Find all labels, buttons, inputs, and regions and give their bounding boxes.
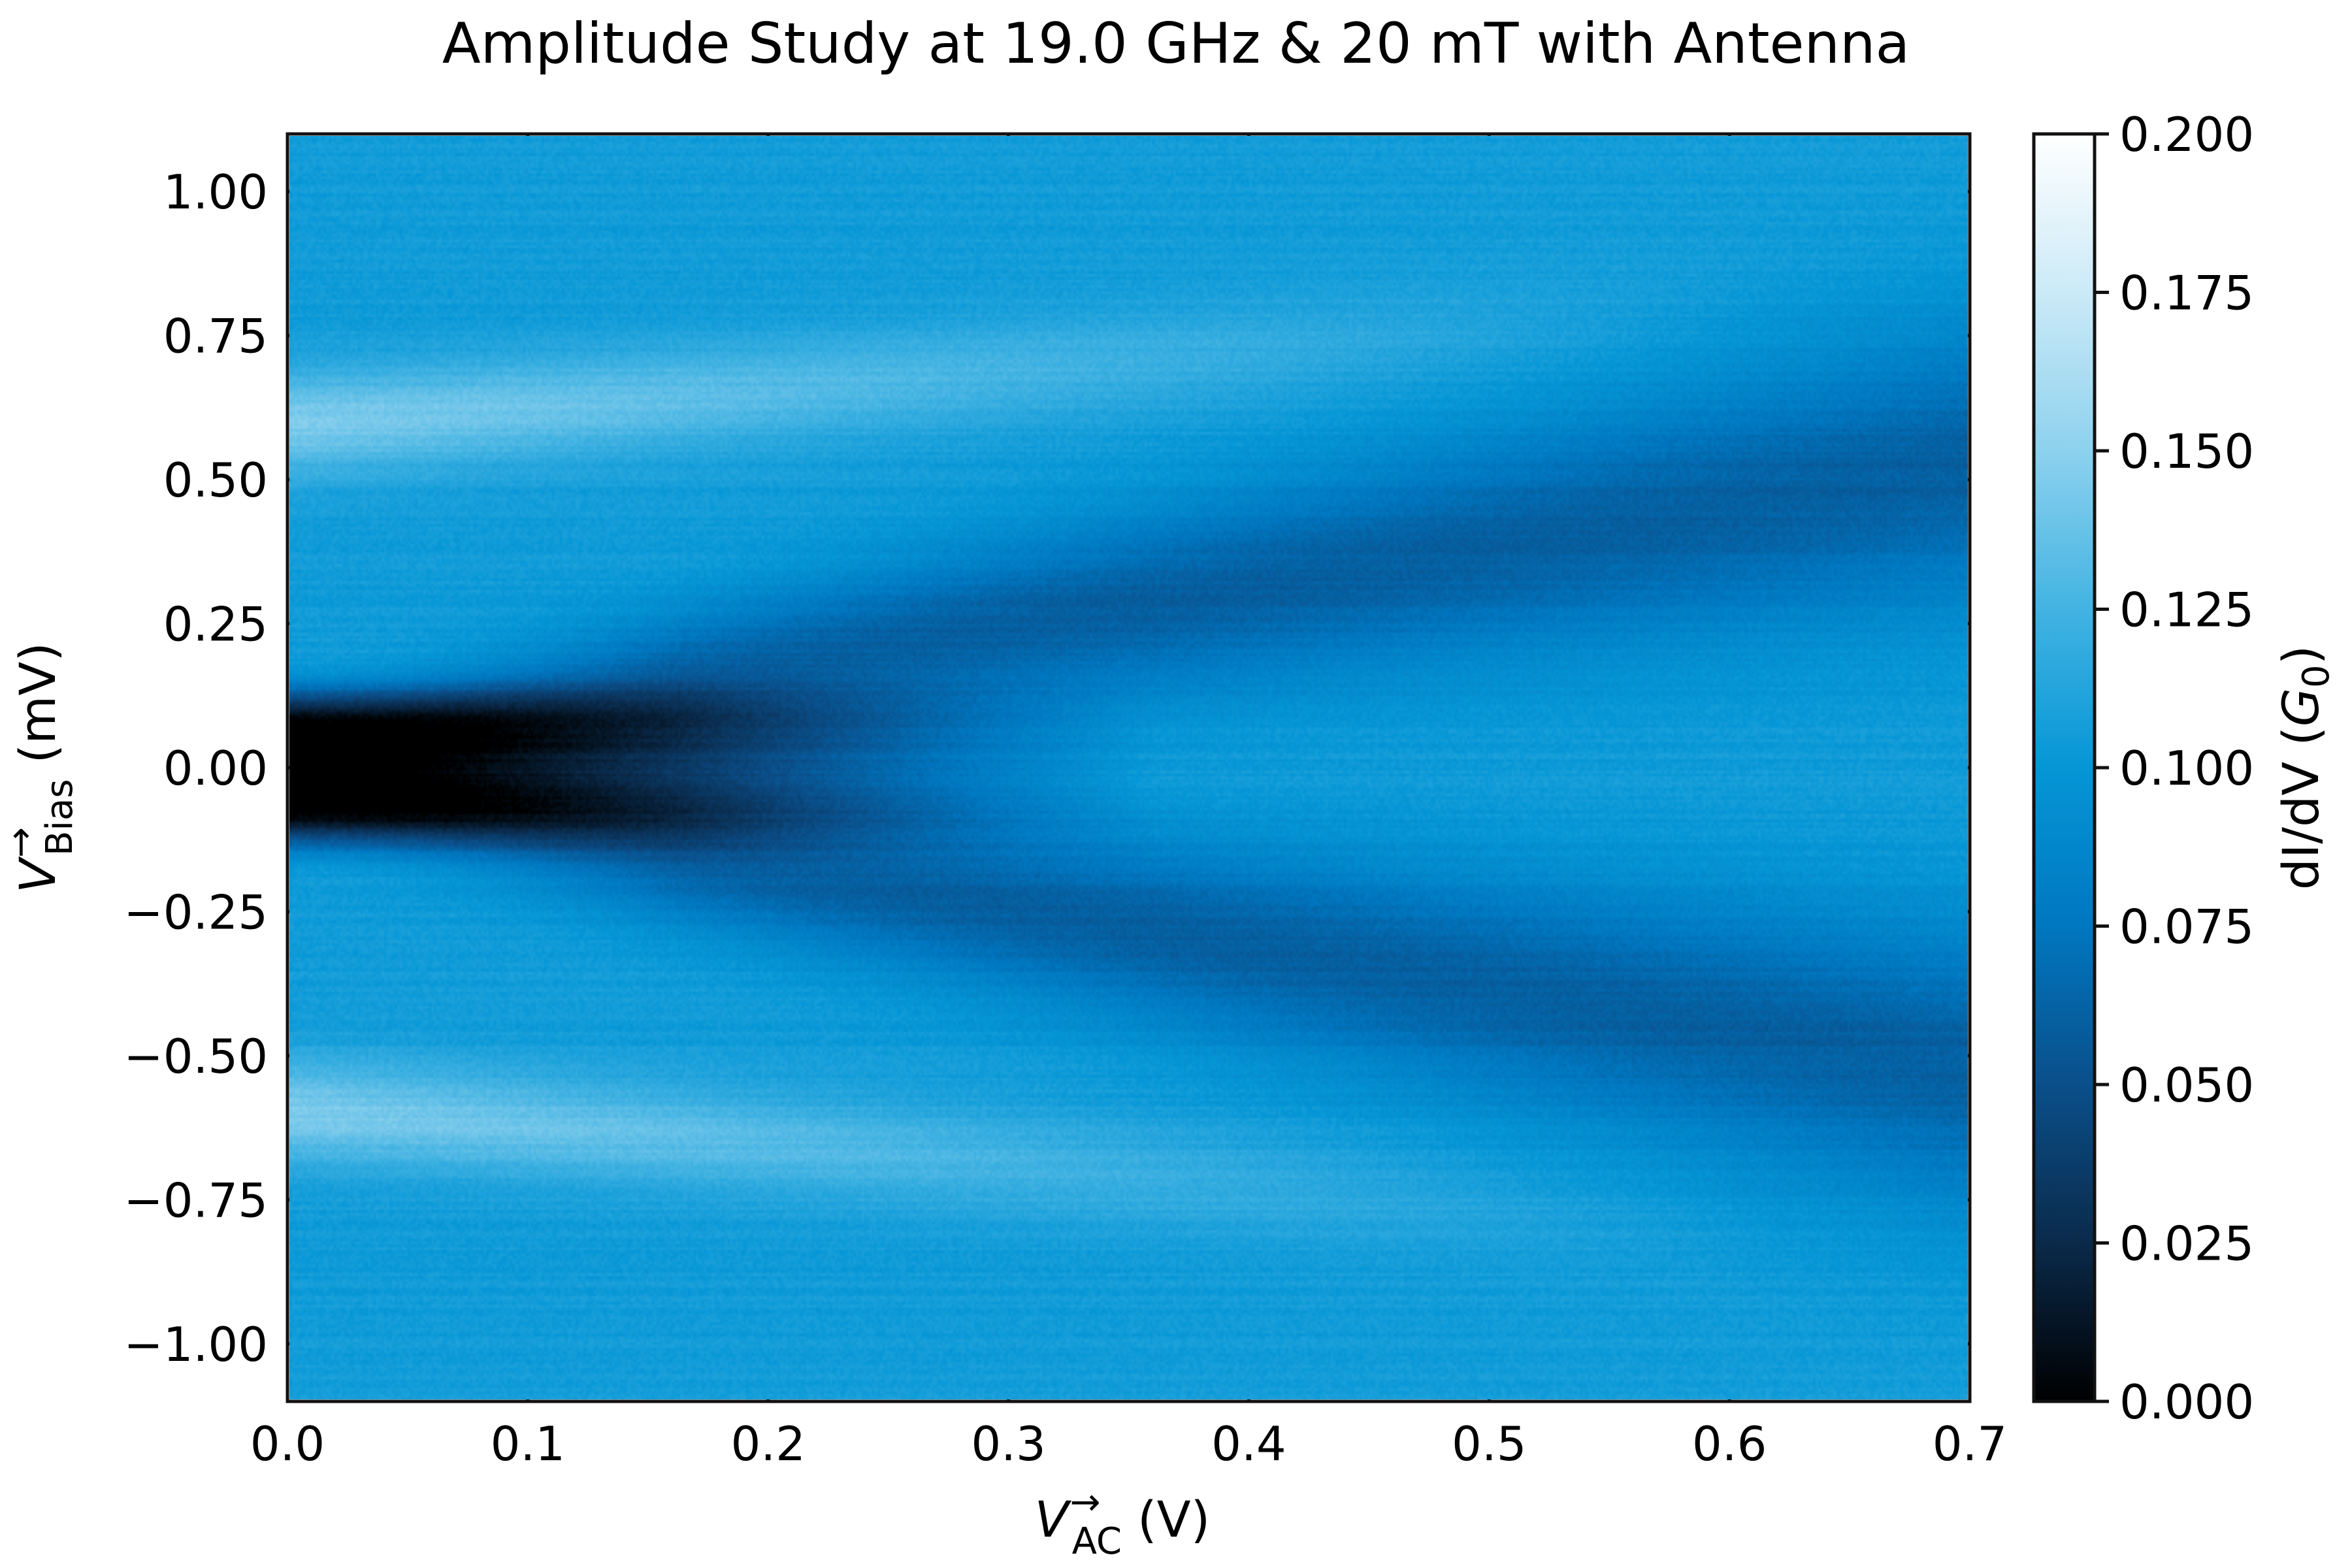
y-tick-label: 0.50 xyxy=(163,453,268,508)
y-axis-label-symbol: V xyxy=(8,856,67,893)
colorbar-tick-label: 0.100 xyxy=(2119,741,2254,796)
y-tick-label: 0.00 xyxy=(163,741,268,796)
colorbar-tick-label: 0.075 xyxy=(2119,900,2254,955)
colorbar-tick-label: 0.200 xyxy=(2119,107,2254,162)
colorbar-label-suffix: ) xyxy=(2272,645,2330,665)
colorbar-ticks: 0.200 0.175 0.150 0.125 0.100 0.075 0.050 0.025… xyxy=(2095,107,2254,1429)
colorbar-tick-label: 0.175 xyxy=(2119,266,2254,321)
y-axis-ticks: 1.00 0.75 0.50 0.25 0.00 −0.25 −0.50 −0.75 −1.00 xyxy=(123,165,1970,1372)
colorbar-tick-label: 0.000 xyxy=(2119,1375,2254,1429)
x-tick-label: 0.1 xyxy=(491,1416,566,1471)
colorbar-label-symbol: G xyxy=(2272,688,2330,727)
x-axis-label-subscript: AC xyxy=(1072,1520,1122,1563)
y-tick-label: 0.25 xyxy=(163,597,268,652)
colorbar-label-subscript: 0 xyxy=(2295,664,2338,688)
x-axis-label-arrow: → xyxy=(1070,1481,1101,1524)
x-axis-label-unit: (V) xyxy=(1137,1490,1210,1548)
x-axis-label-symbol: V xyxy=(1035,1490,1072,1548)
x-tick-label: 0.6 xyxy=(1692,1416,1767,1471)
y-tick-label: −1.00 xyxy=(123,1317,268,1372)
x-tick-label: 0.4 xyxy=(1211,1416,1286,1471)
colorbar-label: dI/dV (G0) xyxy=(2272,645,2338,890)
colorbar-tick-label: 0.150 xyxy=(2119,424,2254,479)
colorbar xyxy=(2032,132,2097,1403)
x-tick-label: 0.0 xyxy=(250,1416,325,1471)
x-tick-label: 0.5 xyxy=(1452,1416,1527,1471)
y-axis-label: V→Bias (mV) xyxy=(0,642,81,893)
y-tick-label: 0.75 xyxy=(163,309,268,364)
x-tick-label: 0.7 xyxy=(1933,1416,2008,1471)
y-tick-label: −0.75 xyxy=(123,1173,268,1228)
x-tick-label: 0.2 xyxy=(730,1416,806,1471)
x-axis-ticks: 0.0 0.1 0.2 0.3 0.4 0.5 0.6 0.7 xyxy=(250,134,2008,1471)
chart-title: Amplitude Study at 19.0 GHz & 20 mT with… xyxy=(442,11,1910,76)
colorbar-tick-label: 0.050 xyxy=(2119,1058,2254,1113)
y-tick-label: −0.50 xyxy=(123,1029,268,1084)
colorbar-tick-label: 0.125 xyxy=(2119,583,2254,638)
y-axis-label-unit: (mV) xyxy=(8,642,67,763)
x-axis-label: V→ AC (V) xyxy=(1035,1481,1211,1563)
y-tick-label: −0.25 xyxy=(123,885,268,939)
x-tick-label: 0.3 xyxy=(971,1416,1046,1471)
y-axis-label-subscript: Bias xyxy=(39,779,81,855)
colorbar-tick-label: 0.025 xyxy=(2119,1217,2254,1271)
y-tick-label: 1.00 xyxy=(163,165,268,220)
heatmap-image xyxy=(289,136,1968,1399)
colorbar-label-prefix: dI/dV ( xyxy=(2272,727,2330,890)
y-axis-label-arrow: → xyxy=(0,827,42,858)
